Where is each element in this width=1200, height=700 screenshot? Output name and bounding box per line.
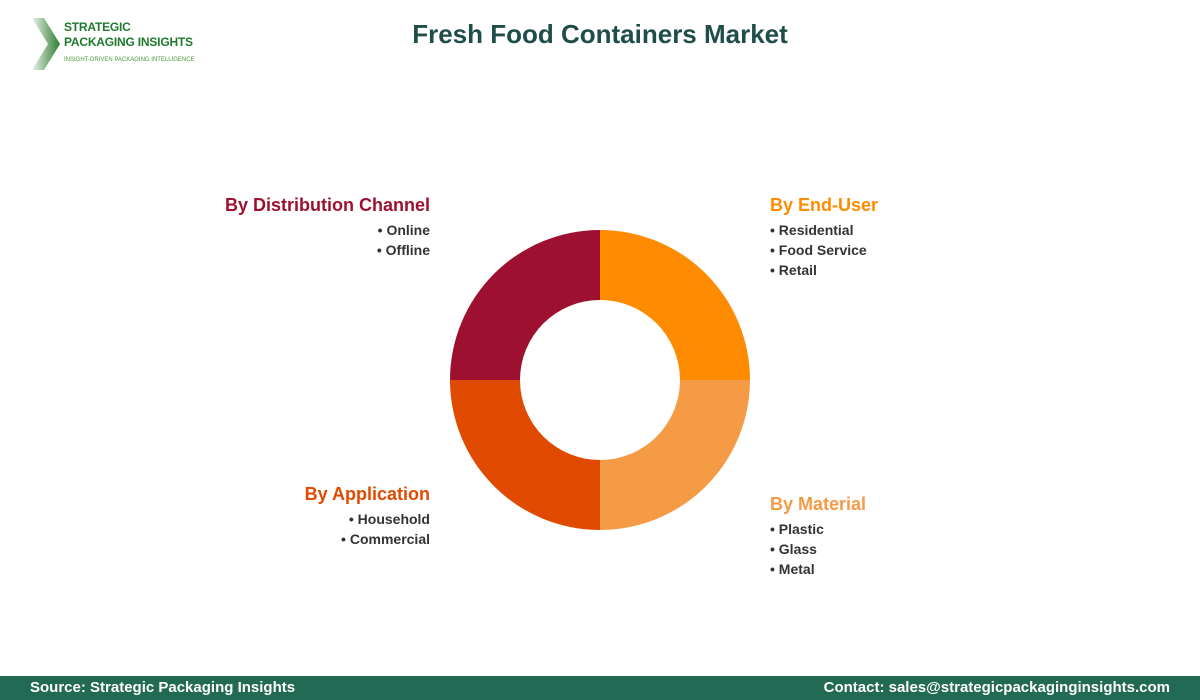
donut-slice-by-distribution-channel <box>450 230 600 380</box>
segment-label: By Application <box>304 484 430 504</box>
segment-item: • Commercial <box>341 531 430 547</box>
segment-group-material: By Material • Plastic • Glass • Metal <box>770 493 866 579</box>
segment-item: • Household <box>348 511 430 527</box>
contact-text: Contact: sales@strategicpackaginginsight… <box>823 679 1170 696</box>
source-text: Source: Strategic Packaging Insights <box>30 679 296 696</box>
segment-label: By Material <box>770 494 867 514</box>
logo-tagline: INSIGHT-DRIVEN PACKAGING INTELLIGENCE <box>64 57 195 63</box>
segment-item: • Plastic <box>770 521 824 537</box>
segment-group-application: By Application • Household • Commercial <box>305 483 430 549</box>
segment-group-end-user: By End-User • Residential • Food Service… <box>770 194 878 280</box>
logo-line1: STRATEGIC <box>64 20 131 34</box>
segment-item: • Residential <box>770 222 854 238</box>
logo-chevron-icon <box>32 18 60 70</box>
segment-item: • Metal <box>770 561 815 577</box>
segment-group-distribution: By Distribution Channel • Online • Offli… <box>225 194 430 260</box>
segment-item: • Online <box>377 222 430 238</box>
segment-label: By Distribution Channel <box>224 195 430 215</box>
segment-item: • Food Service <box>770 242 867 258</box>
footer: Source: Strategic Packaging Insights Con… <box>0 676 1200 700</box>
chart-title: Fresh Food Containers Market <box>412 19 788 49</box>
donut-slice-by-end-user <box>600 230 750 380</box>
segment-label: By End-User <box>770 195 879 215</box>
donut-slice-by-application <box>450 380 600 530</box>
logo-text: STRATEGIC PACKAGING INSIGHTS INSIGHT-DRI… <box>64 20 195 64</box>
logo: STRATEGIC PACKAGING INSIGHTS INSIGHT-DRI… <box>30 18 200 73</box>
segment-item: • Glass <box>770 541 817 557</box>
donut-slice-by-material <box>600 380 750 530</box>
logo-line2: PACKAGING INSIGHTS <box>64 35 193 49</box>
segment-item: • Offline <box>376 242 430 258</box>
segment-item: • Retail <box>770 262 817 278</box>
